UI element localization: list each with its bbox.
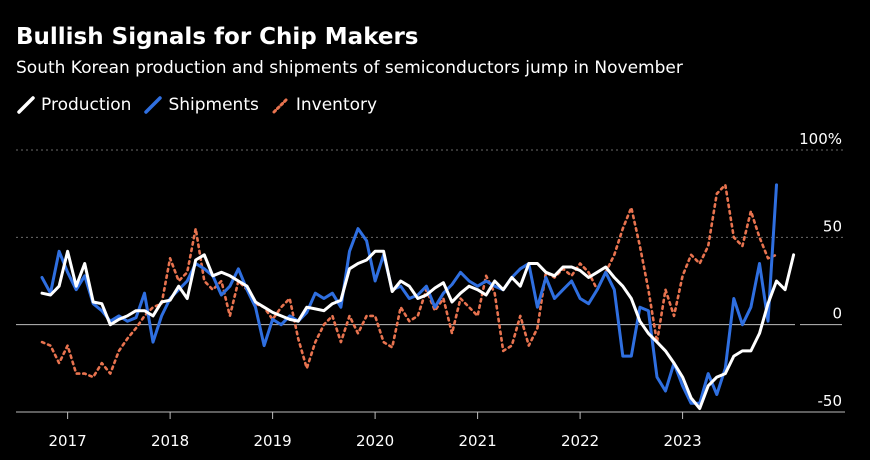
x-tick-label: 2020 [356,432,394,450]
legend-item-inventory: Inventory [271,95,377,115]
chart-subtitle: South Korean production and shipments of… [16,58,683,78]
y-tick-label: 100% [799,130,842,148]
series-line-shipments [40,183,778,405]
x-tick-label: 2021 [459,432,497,450]
series-line-inventory [40,183,778,379]
x-tick-label: 2019 [254,432,292,450]
legend-label-shipments: Shipments [168,95,259,115]
legend: Production Shipments Inventory [16,95,377,115]
y-tick-label: 0 [832,305,842,323]
chart-title: Bullish Signals for Chip Makers [16,24,419,50]
legend-swatch-shipments [144,96,163,114]
y-tick-label: -50 [818,392,843,410]
legend-label-production: Production [41,95,132,115]
x-tick-label: 2017 [49,432,87,450]
x-tick-label: 2018 [151,432,189,450]
legend-label-inventory: Inventory [295,95,378,115]
y-tick-label: 50 [823,217,842,235]
x-tick-label: 2022 [561,432,599,450]
legend-item-production: Production [16,95,131,115]
legend-swatch-inventory [272,96,290,114]
legend-item-shipments: Shipments [143,95,259,115]
legend-swatch-production [17,96,35,114]
x-tick-label: 2023 [663,432,701,450]
series-line-production [40,249,796,410]
